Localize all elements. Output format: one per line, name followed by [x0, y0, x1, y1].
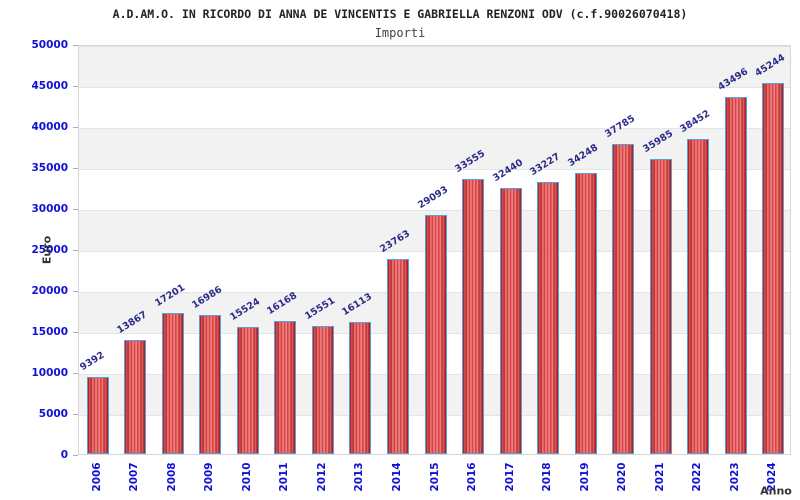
- x-tick-label: 2013: [353, 462, 366, 492]
- y-tick-mark: [73, 373, 78, 374]
- x-tick-label: 2009: [203, 462, 216, 492]
- x-tick-label: 2008: [165, 462, 178, 492]
- y-tick-mark: [73, 250, 78, 251]
- bar: [161, 313, 184, 454]
- bar-value-label: 9392: [77, 349, 107, 373]
- bar-value-label: 34248: [565, 142, 600, 169]
- x-tick-label: 2010: [240, 462, 253, 492]
- bar-value-label: 16113: [340, 291, 375, 318]
- y-tick-mark: [73, 414, 78, 415]
- y-tick-mark: [73, 45, 78, 46]
- y-tick-label: 30000: [31, 203, 68, 215]
- y-tick-mark: [73, 332, 78, 333]
- bar-value-label: 15524: [228, 296, 262, 323]
- bar-value-label: 45244: [753, 52, 788, 79]
- y-tick-label: 35000: [31, 162, 68, 174]
- x-axis-title: Anno: [760, 484, 792, 498]
- bar-value-label: 16168: [265, 290, 300, 317]
- x-tick-label: 2016: [466, 462, 479, 492]
- x-tick-label: 2023: [728, 462, 741, 492]
- bar: [424, 215, 447, 454]
- bar: [724, 97, 747, 454]
- y-tick-label: 50000: [31, 39, 68, 51]
- x-tick-label: 2019: [578, 462, 591, 492]
- y-tick-label: 40000: [31, 121, 68, 133]
- bar: [687, 139, 710, 454]
- y-tick-mark: [73, 291, 78, 292]
- bar: [762, 83, 785, 454]
- x-tick-label: 2015: [428, 462, 441, 492]
- bar-value-label: 33555: [453, 148, 488, 175]
- y-tick-label: 20000: [31, 285, 68, 297]
- x-tick-label: 2021: [653, 462, 666, 492]
- y-tick-label: 45000: [31, 80, 68, 92]
- bar-value-label: 33227: [528, 151, 563, 178]
- bar-value-label: 15551: [303, 295, 337, 322]
- y-tick-label: 15000: [31, 326, 68, 338]
- x-tick-label: 2018: [541, 462, 554, 492]
- bar-value-label: 13867: [115, 309, 150, 336]
- bar: [649, 159, 672, 454]
- bar-value-label: 32440: [490, 157, 525, 184]
- bar-value-label: 23763: [378, 228, 413, 255]
- bar: [612, 144, 635, 454]
- bar: [386, 259, 409, 454]
- bar: [499, 188, 522, 454]
- bar-value-label: 35985: [640, 128, 675, 155]
- bar-value-label: 17201: [152, 282, 187, 309]
- bar-value-label: 43496: [715, 66, 750, 93]
- x-tick-label: 2011: [278, 462, 291, 492]
- y-tick-mark: [73, 127, 78, 128]
- chart-title: A.D.AM.O. IN RICORDO DI ANNA DE VINCENTI…: [112, 7, 688, 21]
- x-tick-label: 2006: [90, 462, 103, 492]
- bar: [199, 315, 222, 454]
- y-tick-label: 5000: [38, 408, 68, 420]
- y-axis-title: Euro: [40, 235, 54, 265]
- plot-area: 9392 13867 17201 16986 15524 16168 15551 16113 2…: [78, 45, 791, 455]
- y-tick-mark: [73, 168, 78, 169]
- bar-value-label: 16986: [190, 284, 225, 311]
- bar: [236, 327, 259, 454]
- x-tick-label: 2020: [616, 462, 629, 492]
- chart-subtitle: Importi: [374, 26, 426, 40]
- x-tick-label: 2014: [390, 462, 403, 492]
- y-tick-mark: [73, 455, 78, 456]
- x-tick-label: 2012: [315, 462, 328, 492]
- x-axis: 2006 2007 2008 2009 2010 2011 2012 2013 2014 2015…: [78, 455, 791, 500]
- bar: [274, 321, 297, 454]
- bar: [574, 173, 597, 454]
- bar: [537, 182, 560, 454]
- y-tick-label: 0: [60, 449, 68, 461]
- bar: [124, 340, 147, 454]
- bar-value-label: 29093: [415, 184, 450, 211]
- bar: [86, 377, 109, 454]
- x-tick-label: 2007: [128, 462, 141, 492]
- bar: [349, 322, 372, 454]
- y-tick-label: 25000: [31, 244, 68, 256]
- x-tick-label: 2022: [691, 462, 704, 492]
- y-tick-label: 10000: [31, 367, 68, 379]
- y-tick-mark: [73, 209, 78, 210]
- bar-value-label: 38452: [678, 108, 713, 135]
- y-tick-mark: [73, 86, 78, 87]
- x-tick-label: 2017: [503, 462, 516, 492]
- bar: [311, 326, 334, 454]
- bar: [462, 179, 485, 454]
- bar-value-label: 37785: [603, 113, 638, 140]
